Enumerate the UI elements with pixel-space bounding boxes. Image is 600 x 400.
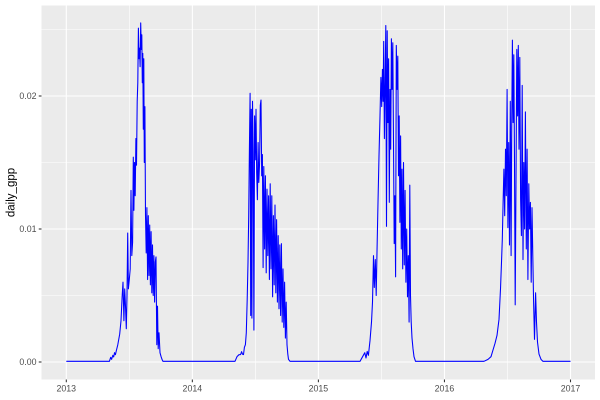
svg-text:0.00: 0.00: [19, 357, 36, 367]
svg-text:2014: 2014: [183, 383, 203, 393]
svg-text:2013: 2013: [57, 383, 77, 393]
svg-text:2016: 2016: [435, 383, 455, 393]
svg-text:2015: 2015: [309, 383, 329, 393]
svg-text:0.01: 0.01: [19, 224, 36, 234]
svg-text:daily_gpp: daily_gpp: [6, 168, 18, 217]
svg-text:0.02: 0.02: [19, 91, 36, 101]
svg-text:2017: 2017: [561, 383, 581, 393]
